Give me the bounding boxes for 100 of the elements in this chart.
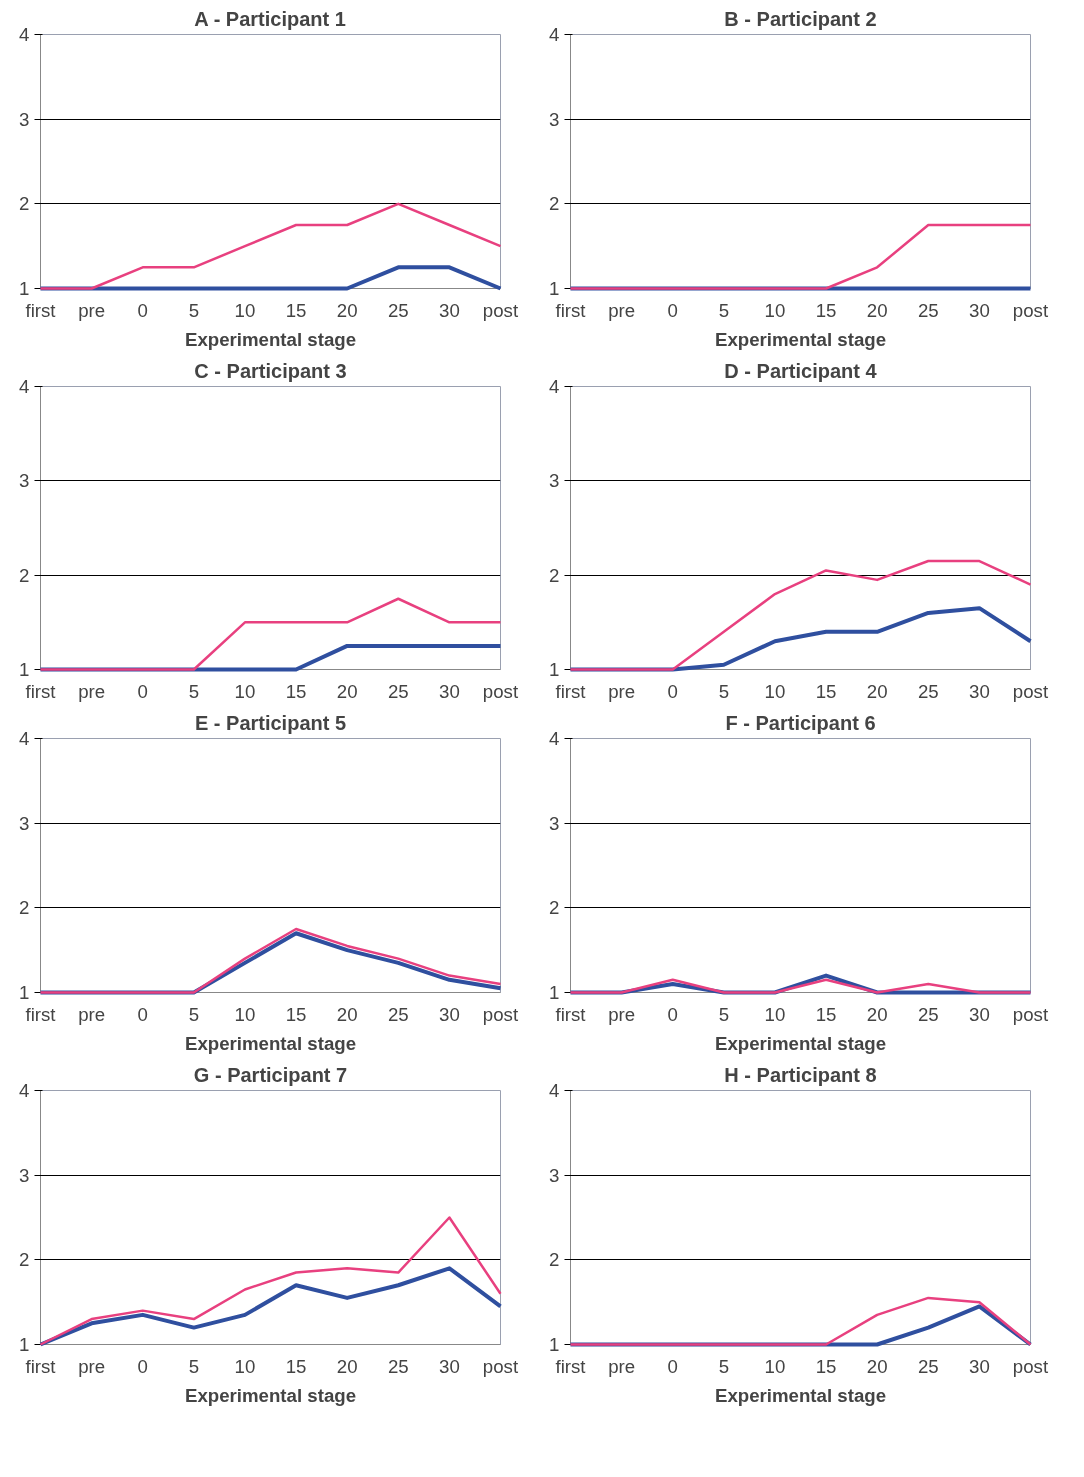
x-tick-label: 10 — [764, 299, 786, 321]
x-axis-title: Experimental stage — [714, 328, 887, 350]
y-tick-label: 1 — [549, 278, 560, 299]
x-tick-label: 10 — [234, 680, 256, 702]
x-tick-label: 25 — [387, 680, 409, 702]
chart-title: A - Participant 1 — [194, 7, 346, 30]
x-tick-label: 5 — [718, 1355, 730, 1377]
x-tick-label: post — [1012, 1355, 1049, 1377]
x-tick-label: post — [482, 1355, 519, 1377]
x-tick-label: 15 — [815, 299, 837, 321]
x-tick-label: 20 — [866, 1003, 888, 1025]
x-tick-label: pre — [608, 680, 636, 702]
x-tick-label: pre — [78, 299, 106, 321]
y-tick-label: 2 — [549, 193, 560, 215]
x-tick-label: 10 — [234, 299, 256, 321]
y-tick-label: 4 — [19, 24, 30, 45]
x-tick-label: 5 — [188, 680, 200, 702]
x-tick-label: 20 — [336, 680, 358, 702]
x-tick-label: post — [482, 299, 519, 321]
x-tick-label: 15 — [815, 1355, 837, 1377]
x-tick-label: pre — [608, 1003, 636, 1025]
x-tick-label: 0 — [667, 1003, 678, 1025]
y-tick-label: 2 — [549, 564, 560, 586]
x-tick-label: 25 — [387, 1355, 409, 1377]
x-axis-title: Experimental stage — [714, 1384, 887, 1406]
x-tick-label: 25 — [917, 1003, 939, 1025]
x-tick-label: 5 — [188, 1355, 200, 1377]
x-tick-label: 20 — [866, 680, 888, 702]
x-tick-label: 20 — [336, 1355, 358, 1377]
x-tick-label: 0 — [667, 299, 678, 321]
x-tick-label: 0 — [137, 1355, 148, 1377]
y-tick-label: 3 — [19, 1164, 30, 1186]
x-tick-label: post — [482, 1003, 519, 1025]
x-tick-label: 25 — [387, 299, 409, 321]
x-tick-label: 15 — [815, 1003, 837, 1025]
x-axis-title: Experimental stage — [714, 1032, 887, 1054]
x-tick-label: 15 — [815, 680, 837, 702]
x-tick-label: 0 — [667, 680, 678, 702]
y-tick-label: 4 — [19, 728, 30, 749]
chart-title: C - Participant 3 — [194, 359, 347, 382]
x-axis-title: Experimental stage — [184, 1384, 357, 1406]
x-tick-label: 10 — [234, 1355, 256, 1377]
x-tick-label: 25 — [917, 1355, 939, 1377]
x-tick-label: 20 — [336, 1003, 358, 1025]
chart-title: F - Participant 6 — [725, 711, 876, 734]
x-tick-label: 0 — [137, 299, 148, 321]
y-tick-label: 4 — [19, 376, 30, 397]
y-tick-label: 3 — [549, 812, 560, 834]
x-tick-label: 25 — [387, 1003, 409, 1025]
x-tick-label: first — [25, 1003, 57, 1025]
x-tick-label: pre — [608, 1355, 636, 1377]
y-tick-label: 2 — [19, 193, 30, 215]
y-tick-label: 1 — [19, 1334, 30, 1355]
x-tick-label: 5 — [718, 680, 730, 702]
y-tick-label: 4 — [549, 1080, 560, 1101]
y-tick-label: 2 — [549, 897, 560, 919]
x-tick-label: first — [555, 680, 587, 702]
y-tick-label: 1 — [19, 982, 30, 1003]
x-tick-label: 15 — [285, 680, 307, 702]
x-tick-label: 30 — [969, 1003, 990, 1025]
y-tick-label: 3 — [549, 108, 560, 130]
x-tick-label: 10 — [764, 680, 786, 702]
y-tick-label: 3 — [19, 812, 30, 834]
y-tick-label: 3 — [549, 1164, 560, 1186]
chart-title: D - Participant 4 — [724, 359, 878, 382]
x-tick-label: 30 — [439, 1355, 460, 1377]
y-tick-label: 1 — [549, 982, 560, 1003]
x-tick-label: 10 — [764, 1003, 786, 1025]
x-tick-label: 30 — [439, 299, 460, 321]
x-tick-label: 15 — [285, 1003, 307, 1025]
x-axis-title: Experimental stage — [184, 1032, 357, 1054]
x-tick-label: 5 — [718, 299, 730, 321]
y-tick-label: 4 — [549, 24, 560, 45]
x-tick-label: 30 — [439, 680, 460, 702]
x-tick-label: 25 — [917, 680, 939, 702]
x-tick-label: 5 — [188, 1003, 200, 1025]
x-tick-label: pre — [78, 680, 106, 702]
x-tick-label: pre — [78, 1355, 106, 1377]
x-tick-label: first — [25, 680, 57, 702]
y-tick-label: 3 — [19, 470, 30, 492]
y-tick-label: 3 — [19, 108, 30, 130]
x-axis-title: Experimental stage — [184, 328, 357, 350]
x-tick-label: 20 — [336, 299, 358, 321]
x-tick-label: first — [555, 299, 587, 321]
y-tick-label: 2 — [549, 1249, 560, 1271]
x-tick-label: 30 — [439, 1003, 460, 1025]
x-tick-label: 0 — [667, 1355, 678, 1377]
x-tick-label: pre — [608, 299, 636, 321]
x-tick-label: post — [1012, 680, 1049, 702]
x-tick-label: pre — [78, 1003, 106, 1025]
chart-title: G - Participant 7 — [193, 1063, 348, 1086]
x-tick-label: 0 — [137, 1003, 148, 1025]
y-tick-label: 4 — [549, 376, 560, 397]
x-tick-label: 30 — [969, 299, 990, 321]
x-tick-label: 20 — [866, 1355, 888, 1377]
y-tick-label: 4 — [19, 1080, 30, 1101]
x-tick-label: first — [555, 1355, 587, 1377]
x-tick-label: 10 — [764, 1355, 786, 1377]
x-tick-label: 15 — [285, 1355, 307, 1377]
x-tick-label: post — [482, 680, 519, 702]
